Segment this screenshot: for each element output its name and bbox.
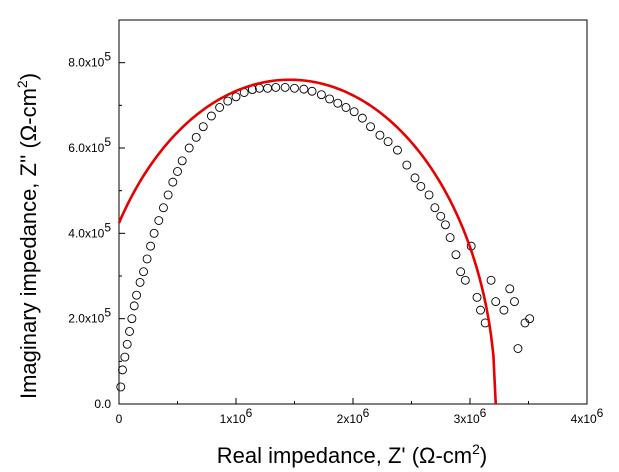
data-point [525, 314, 535, 324]
data-point [357, 113, 367, 123]
data-point [263, 83, 273, 93]
data-point [122, 339, 132, 349]
data-point [366, 122, 375, 132]
y-axis-ticks: 0.0 2.0x105 4.0x105 6.0x105 8.0x105 [68, 19, 125, 411]
x-axis-title-suffix: ) [480, 443, 487, 468]
data-point [271, 82, 281, 92]
data-point [307, 86, 317, 96]
data-point [513, 344, 523, 353]
data-point [440, 220, 450, 230]
data-point [505, 284, 515, 294]
x-axis-ticks: 0 1x106 2x106 3x106 4x106 [116, 398, 604, 426]
y-tick-label: 8.0x105 [68, 50, 111, 70]
data-point [299, 84, 309, 94]
data-point [120, 352, 130, 362]
data-point [290, 83, 299, 93]
data-point [146, 241, 156, 251]
data-point [231, 92, 241, 102]
data-point [402, 160, 412, 170]
data-point [383, 137, 393, 147]
y-tick-label: 6.0x105 [68, 135, 111, 155]
y-axis-title-suffix: ) [16, 73, 41, 80]
y-axis-title-sup: 2 [14, 80, 30, 88]
data-point [173, 167, 182, 176]
data-point [168, 177, 178, 187]
data-point [375, 130, 385, 140]
x-tick-label: 3x106 [454, 406, 487, 426]
data-point [436, 211, 446, 221]
data-point [451, 250, 461, 260]
data-point [472, 292, 482, 302]
data-point [142, 254, 152, 264]
data-point [520, 318, 530, 328]
data-point [316, 90, 326, 100]
data-point [393, 145, 402, 155]
data-point [135, 277, 145, 287]
data-point [499, 305, 509, 315]
data-point [486, 275, 496, 285]
data-point [215, 103, 225, 112]
data-point [430, 203, 440, 213]
x-axis-title-sup: 2 [472, 441, 480, 457]
y-tick-label: 0.0 [94, 397, 111, 411]
plot-frame [118, 19, 588, 405]
data-point [159, 203, 168, 213]
data-point [116, 382, 126, 392]
data-point [125, 327, 134, 336]
y-axis-title: Imaginary impedance, Z'' (Ω-cm2) [14, 73, 41, 399]
y-tick-label: 4.0x105 [68, 220, 111, 240]
data-point [333, 98, 343, 108]
x-axis-title: Real impedance, Z' (Ω-cm2) [217, 441, 488, 468]
x-axis-title-prefix: Real impedance, Z' (Ω-cm [217, 443, 472, 468]
data-point [139, 267, 149, 277]
x-tick-label: 4x106 [571, 406, 604, 426]
data-point [223, 96, 233, 106]
data-point [132, 290, 142, 300]
data-point [118, 365, 127, 375]
data-point [206, 111, 216, 121]
y-axis-title-prefix: Imaginary impedance, Z'' (Ω-cm [16, 88, 41, 399]
data-point [325, 94, 335, 104]
y-tick-label: 2.0x105 [68, 306, 111, 326]
data-point [154, 216, 164, 225]
fit-curve [117, 78, 498, 405]
data-point [424, 190, 434, 200]
data-point [198, 122, 208, 132]
plot-border [118, 19, 588, 405]
data-point [184, 143, 194, 153]
data-point [280, 82, 290, 92]
data-point [445, 233, 455, 243]
x-tick-label: 0 [116, 412, 123, 426]
data-point [177, 156, 187, 166]
data-point [460, 275, 470, 285]
x-tick-label: 2x106 [337, 406, 370, 426]
data-point [476, 305, 485, 315]
data-point [510, 297, 519, 307]
data-point [129, 301, 139, 311]
x-tick-label: 1x106 [220, 406, 253, 426]
data-point [349, 107, 359, 117]
data-point [163, 190, 173, 200]
fit-line [117, 78, 498, 405]
data-point [416, 181, 426, 191]
data-point [341, 103, 351, 112]
data-point [127, 314, 137, 324]
data-point [149, 228, 159, 238]
data-point [191, 132, 201, 142]
data-point [456, 267, 466, 277]
data-point [491, 297, 501, 307]
data-point [410, 173, 420, 183]
